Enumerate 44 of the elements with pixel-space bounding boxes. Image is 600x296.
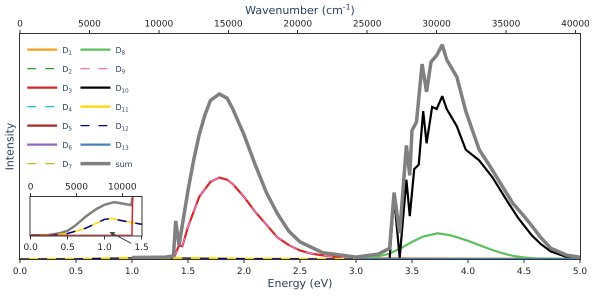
x2-tick-label: 5000 xyxy=(65,182,88,193)
x2-tick-label: 25000 xyxy=(352,19,382,30)
x-tick-label: 2.0 xyxy=(236,266,252,277)
x2-axis-title: Wavenumber (cm$^{-1}$) xyxy=(245,2,355,18)
x2-tick-label: 10000 xyxy=(144,19,174,30)
x2-tick-label: 35000 xyxy=(492,19,521,30)
legend-label: D$_{2}$ xyxy=(62,64,72,76)
legend-label: D$_{1}$ xyxy=(62,46,72,56)
x-tick-label: 1.0 xyxy=(97,243,112,254)
x-tick-label: 3.5 xyxy=(404,266,420,277)
x-tick-label: 4.0 xyxy=(460,266,476,277)
x-tick-label: 0.5 xyxy=(68,266,84,277)
legend-label: D$_{11}$ xyxy=(115,102,130,114)
legend-label: D$_{4}$ xyxy=(62,102,72,114)
x-tick-label: 5.0 xyxy=(572,266,588,277)
x2-tick-label: 30000 xyxy=(422,19,452,30)
x2-tick-label: 15000 xyxy=(214,19,243,30)
legend-label: D$_{6}$ xyxy=(62,140,72,152)
x-tick-label: 0.0 xyxy=(12,266,28,277)
x2-tick-label: 0 xyxy=(28,182,34,193)
legend-label: D$_{9}$ xyxy=(115,64,126,76)
legend-label: D$_{5}$ xyxy=(62,122,72,132)
x-tick-label: 2.5 xyxy=(292,266,308,277)
legend-label: D$_{12}$ xyxy=(115,122,129,132)
legend-label: D$_{10}$ xyxy=(115,84,130,94)
x-axis-title: Energy (eV) xyxy=(268,276,332,290)
x-tick-label: 3.0 xyxy=(348,266,364,277)
legend-label: D$_{7}$ xyxy=(62,160,72,170)
legend-label: D$_{3}$ xyxy=(62,84,72,94)
x2-tick-label: 5000 xyxy=(78,19,102,30)
y-axis-title: Intensity xyxy=(4,122,17,170)
x-tick-label: 1.5 xyxy=(180,266,196,277)
x-tick-label: 4.5 xyxy=(516,266,532,277)
legend-label: D$_{8}$ xyxy=(115,46,126,56)
x2-tick-label: 0 xyxy=(17,19,24,30)
legend-label: D$_{13}$ xyxy=(115,140,130,152)
x-tick-label: 1.5 xyxy=(134,243,149,254)
x2-tick-label: 10000 xyxy=(108,182,137,193)
x-tick-label: 1.0 xyxy=(124,266,140,277)
legend-label: sum xyxy=(115,160,133,169)
x-tick-label: 0.5 xyxy=(60,243,75,254)
x2-tick-label: 40000 xyxy=(561,19,590,30)
x2-tick-label: 20000 xyxy=(283,19,312,30)
x-tick-label: 0.0 xyxy=(23,243,38,254)
